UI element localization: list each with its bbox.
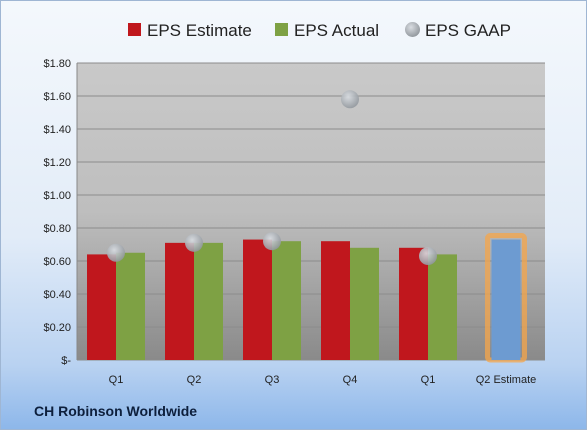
x-tick-label: Q4 [343, 374, 358, 386]
plot-area [77, 63, 545, 360]
company-name: CH Robinson Worldwide [34, 403, 198, 419]
x-tick-label: Q1 [421, 374, 436, 386]
bar-eps-estimate [87, 254, 116, 360]
bar-eps-estimate [399, 247, 428, 360]
y-tick-label: $0.80 [43, 223, 71, 235]
dot-eps-gaap [419, 247, 437, 266]
y-tick-label: $1.20 [43, 157, 71, 169]
y-tick-label: $1.40 [43, 124, 71, 136]
bar-eps-estimate [321, 241, 350, 360]
x-tick-label: Q1 [109, 374, 124, 386]
bar-eps-actual [272, 241, 301, 360]
dot-eps-gaap [107, 243, 125, 262]
bar-q2-estimate [491, 239, 521, 360]
y-tick-label: $1.60 [43, 91, 71, 103]
dot-eps-gaap [263, 232, 281, 251]
y-tick-label: $1.80 [43, 58, 71, 70]
legend-swatch [128, 23, 141, 36]
y-tick-label: $0.20 [43, 322, 71, 334]
bar-eps-estimate [165, 242, 194, 360]
dot-eps-gaap [185, 233, 203, 252]
y-tick-label: $- [61, 355, 71, 367]
y-tick-label: $0.40 [43, 289, 71, 301]
x-tick-label: Q2 Estimate [476, 374, 537, 386]
y-tick-label: $1.00 [43, 190, 71, 202]
bar-eps-actual [350, 247, 379, 360]
legend-label: EPS Actual [294, 21, 379, 40]
y-tick-label: $0.60 [43, 256, 71, 268]
x-tick-label: Q3 [265, 374, 280, 386]
legend-label: EPS GAAP [425, 21, 511, 40]
legend-label: EPS Estimate [147, 21, 252, 40]
bar-eps-actual [194, 242, 223, 360]
legend-swatch [405, 22, 420, 37]
legend-swatch [275, 23, 288, 36]
dot-eps-gaap [341, 90, 359, 109]
bar-eps-actual [116, 252, 145, 360]
x-tick-label: Q2 [187, 374, 202, 386]
bar-eps-actual [428, 254, 457, 360]
bar-eps-estimate [243, 239, 272, 360]
